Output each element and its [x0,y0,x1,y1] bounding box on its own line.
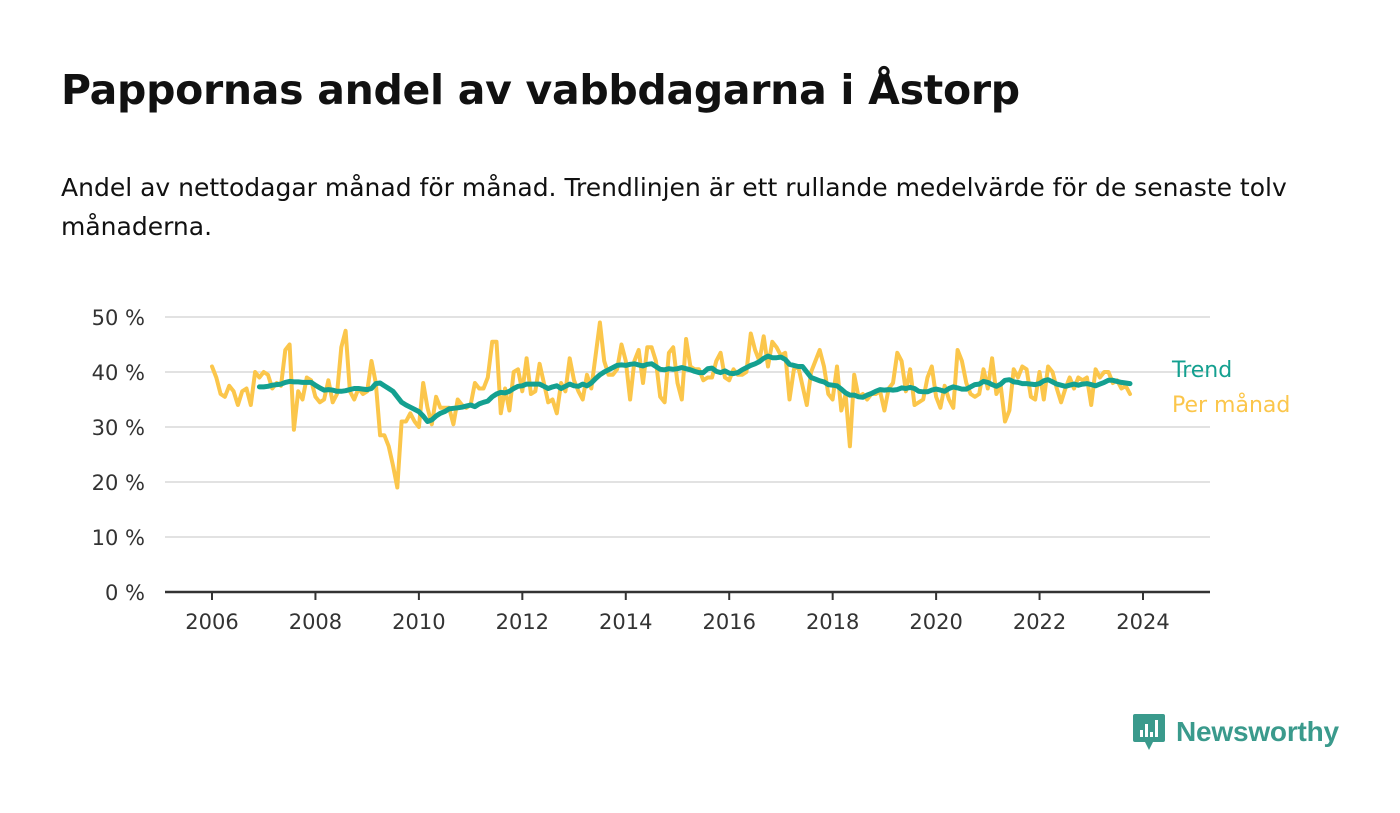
y-tick-label: 0 % [105,581,145,605]
y-tick-label: 20 % [92,471,145,495]
x-tick-label: 2006 [185,610,238,634]
x-tick-label: 2020 [909,610,962,634]
x-tick-label: 2022 [1013,610,1066,634]
newsworthy-logo-icon [1133,714,1165,750]
y-tick-label: 50 % [92,306,145,330]
series-line-per-manad [210,320,1132,490]
y-tick-label: 10 % [92,526,145,550]
y-tick-label: 40 % [92,361,145,385]
x-tick-label: 2008 [289,610,342,634]
x-tick-label: 2018 [806,610,859,634]
newsworthy-logo[interactable]: Newsworthy [1132,712,1339,752]
series-line-trend [256,353,1133,424]
x-tick-label: 2012 [496,610,549,634]
chart-title: Pappornas andel av vabbdagarna i Åstorp [61,66,1020,114]
series-label-trend: Trend [1171,358,1232,383]
x-tick-label: 2014 [599,610,652,634]
y-tick-label: 30 % [92,416,145,440]
brand-name: Newsworthy [1176,716,1339,747]
x-tick-label: 2024 [1116,610,1169,634]
x-tick-label: 2010 [392,610,445,634]
series-label-per-manad: Per månad [1172,392,1290,418]
x-tick-label: 2016 [702,610,755,634]
chart-subtitle: Andel av nettodagar månad för månad. Tre… [61,173,1287,241]
